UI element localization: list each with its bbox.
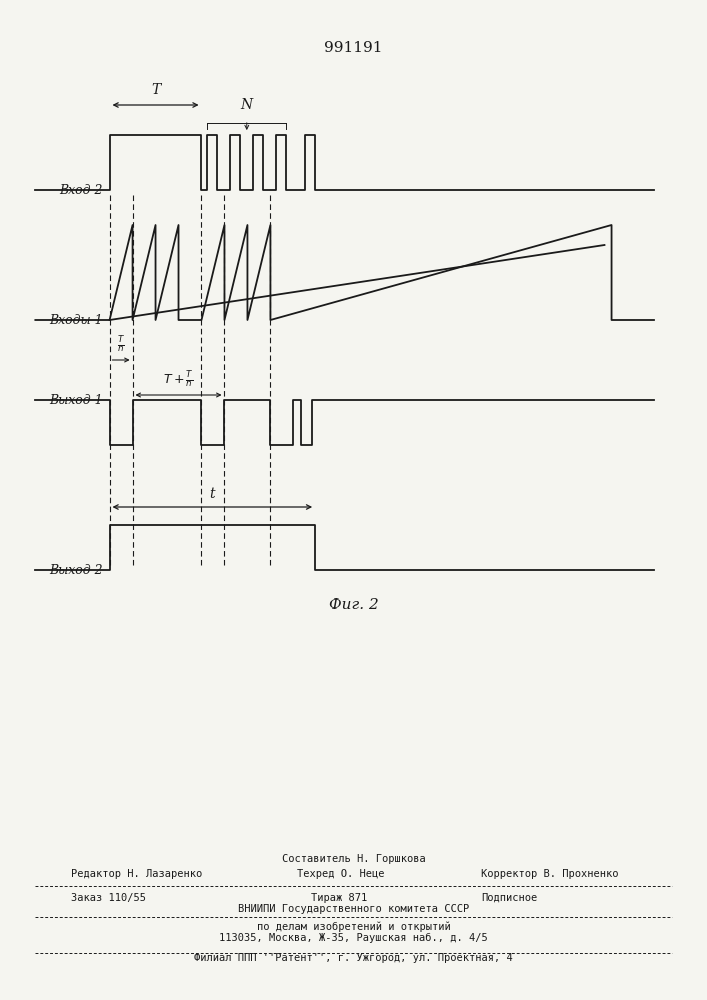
Text: Техред О. Неце: Техред О. Неце (297, 869, 385, 879)
Text: t: t (209, 487, 215, 501)
Text: Выход 1: Выход 1 (49, 393, 103, 406)
Text: ВНИИПИ Государственного комитета СССР: ВНИИПИ Государственного комитета СССР (238, 904, 469, 914)
Text: Составитель Н. Горшкова: Составитель Н. Горшкова (281, 854, 426, 864)
Text: по делам изобретений и открытий: по делам изобретений и открытий (257, 922, 450, 932)
Text: $\frac{T}{n}$: $\frac{T}{n}$ (117, 334, 125, 355)
Text: Корректор В. Прохненко: Корректор В. Прохненко (481, 869, 618, 879)
Text: Вход 2: Вход 2 (59, 184, 103, 196)
Text: Заказ 110/55: Заказ 110/55 (71, 893, 146, 903)
Text: Тираж 871: Тираж 871 (311, 893, 368, 903)
Text: Подписное: Подписное (481, 893, 537, 903)
Text: $T+\frac{T}{n}$: $T+\frac{T}{n}$ (163, 369, 194, 390)
Text: N: N (240, 98, 253, 112)
Text: 113035, Москва, Ж-35, Раушская наб., д. 4/5: 113035, Москва, Ж-35, Раушская наб., д. … (219, 933, 488, 943)
Text: Редактор Н. Лазаренко: Редактор Н. Лазаренко (71, 869, 202, 879)
Text: 991191: 991191 (325, 41, 382, 55)
Text: Филиал ППП ''Pатент'', г. Ужгород, ул. Проектная, 4: Филиал ППП ''Pатент'', г. Ужгород, ул. П… (194, 953, 513, 963)
Text: Фиг. 2: Фиг. 2 (329, 598, 378, 612)
Text: T: T (151, 83, 160, 97)
Text: Входы 1: Входы 1 (49, 314, 103, 326)
Text: Выход 2: Выход 2 (49, 564, 103, 576)
